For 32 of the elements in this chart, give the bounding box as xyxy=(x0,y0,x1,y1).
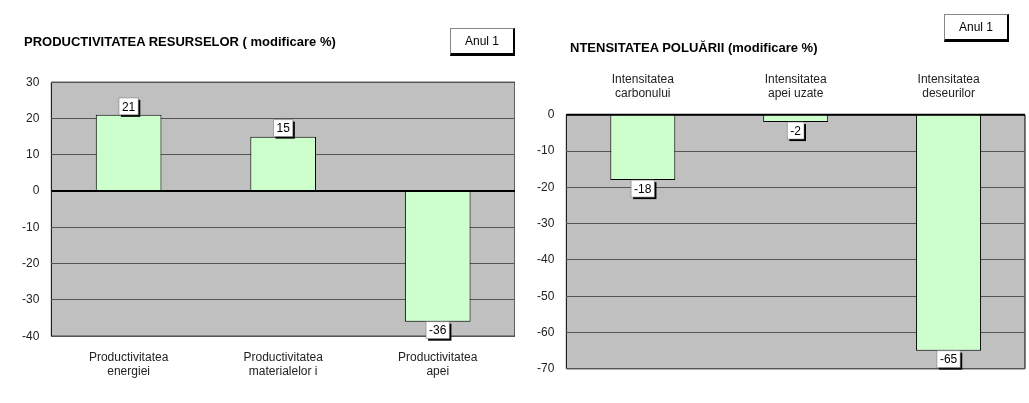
data-label: -2 xyxy=(790,123,802,138)
y-tick-label: -70 xyxy=(537,361,555,376)
y-tick-label: 10 xyxy=(25,147,40,162)
data-label: 21 xyxy=(121,99,136,114)
y-tick-label: -10 xyxy=(537,143,555,158)
y-tick-label: -30 xyxy=(537,215,555,230)
x-tick-label: Intensitatea apei uzate xyxy=(764,71,828,100)
chart-title: NTENSITATEA POLUĂRII (modificare %) xyxy=(570,40,818,55)
y-tick-label: -20 xyxy=(537,179,555,194)
x-tick-label: Productivitatea energiei xyxy=(88,349,169,379)
y-tick-label: -60 xyxy=(537,324,555,339)
y-tick-label: -20 xyxy=(22,255,40,270)
chart-title: PRODUCTIVITATEA RESURSELOR ( modificare %) xyxy=(24,34,336,49)
data-label: 15 xyxy=(276,121,291,136)
y-tick-label: 20 xyxy=(25,110,40,125)
data-label: -18 xyxy=(634,181,652,196)
y-tick-label: -30 xyxy=(22,292,40,307)
data-label: -65 xyxy=(939,352,958,367)
y-tick-label: -50 xyxy=(537,288,555,303)
y-tick-label: 0 xyxy=(547,107,555,122)
y-tick-label: -40 xyxy=(537,252,555,267)
y-tick-label: -40 xyxy=(22,328,40,343)
data-label: -36 xyxy=(429,323,447,338)
x-tick-label: Intensitatea deseurilor xyxy=(917,71,980,100)
y-tick-label: 30 xyxy=(25,74,40,89)
y-tick-label: -10 xyxy=(22,219,40,234)
chart-subtitle: Anul 1 xyxy=(943,14,1009,42)
x-tick-label: Productivitatea materialelor i xyxy=(243,349,324,379)
chart-subtitle: Anul 1 xyxy=(449,28,515,56)
y-tick-label: 0 xyxy=(32,183,40,198)
x-tick-label: Intensitatea carbonului xyxy=(611,71,675,100)
x-tick-label: Productivitatea apei xyxy=(398,349,478,379)
